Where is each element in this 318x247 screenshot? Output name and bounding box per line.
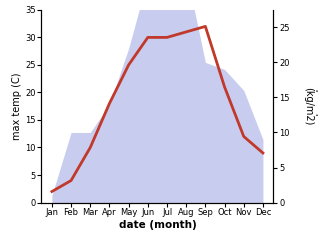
Y-axis label: max temp (C): max temp (C): [12, 72, 22, 140]
Y-axis label: med. precipitation
(kg/m2): med. precipitation (kg/m2): [303, 62, 318, 151]
X-axis label: date (month): date (month): [119, 220, 196, 230]
